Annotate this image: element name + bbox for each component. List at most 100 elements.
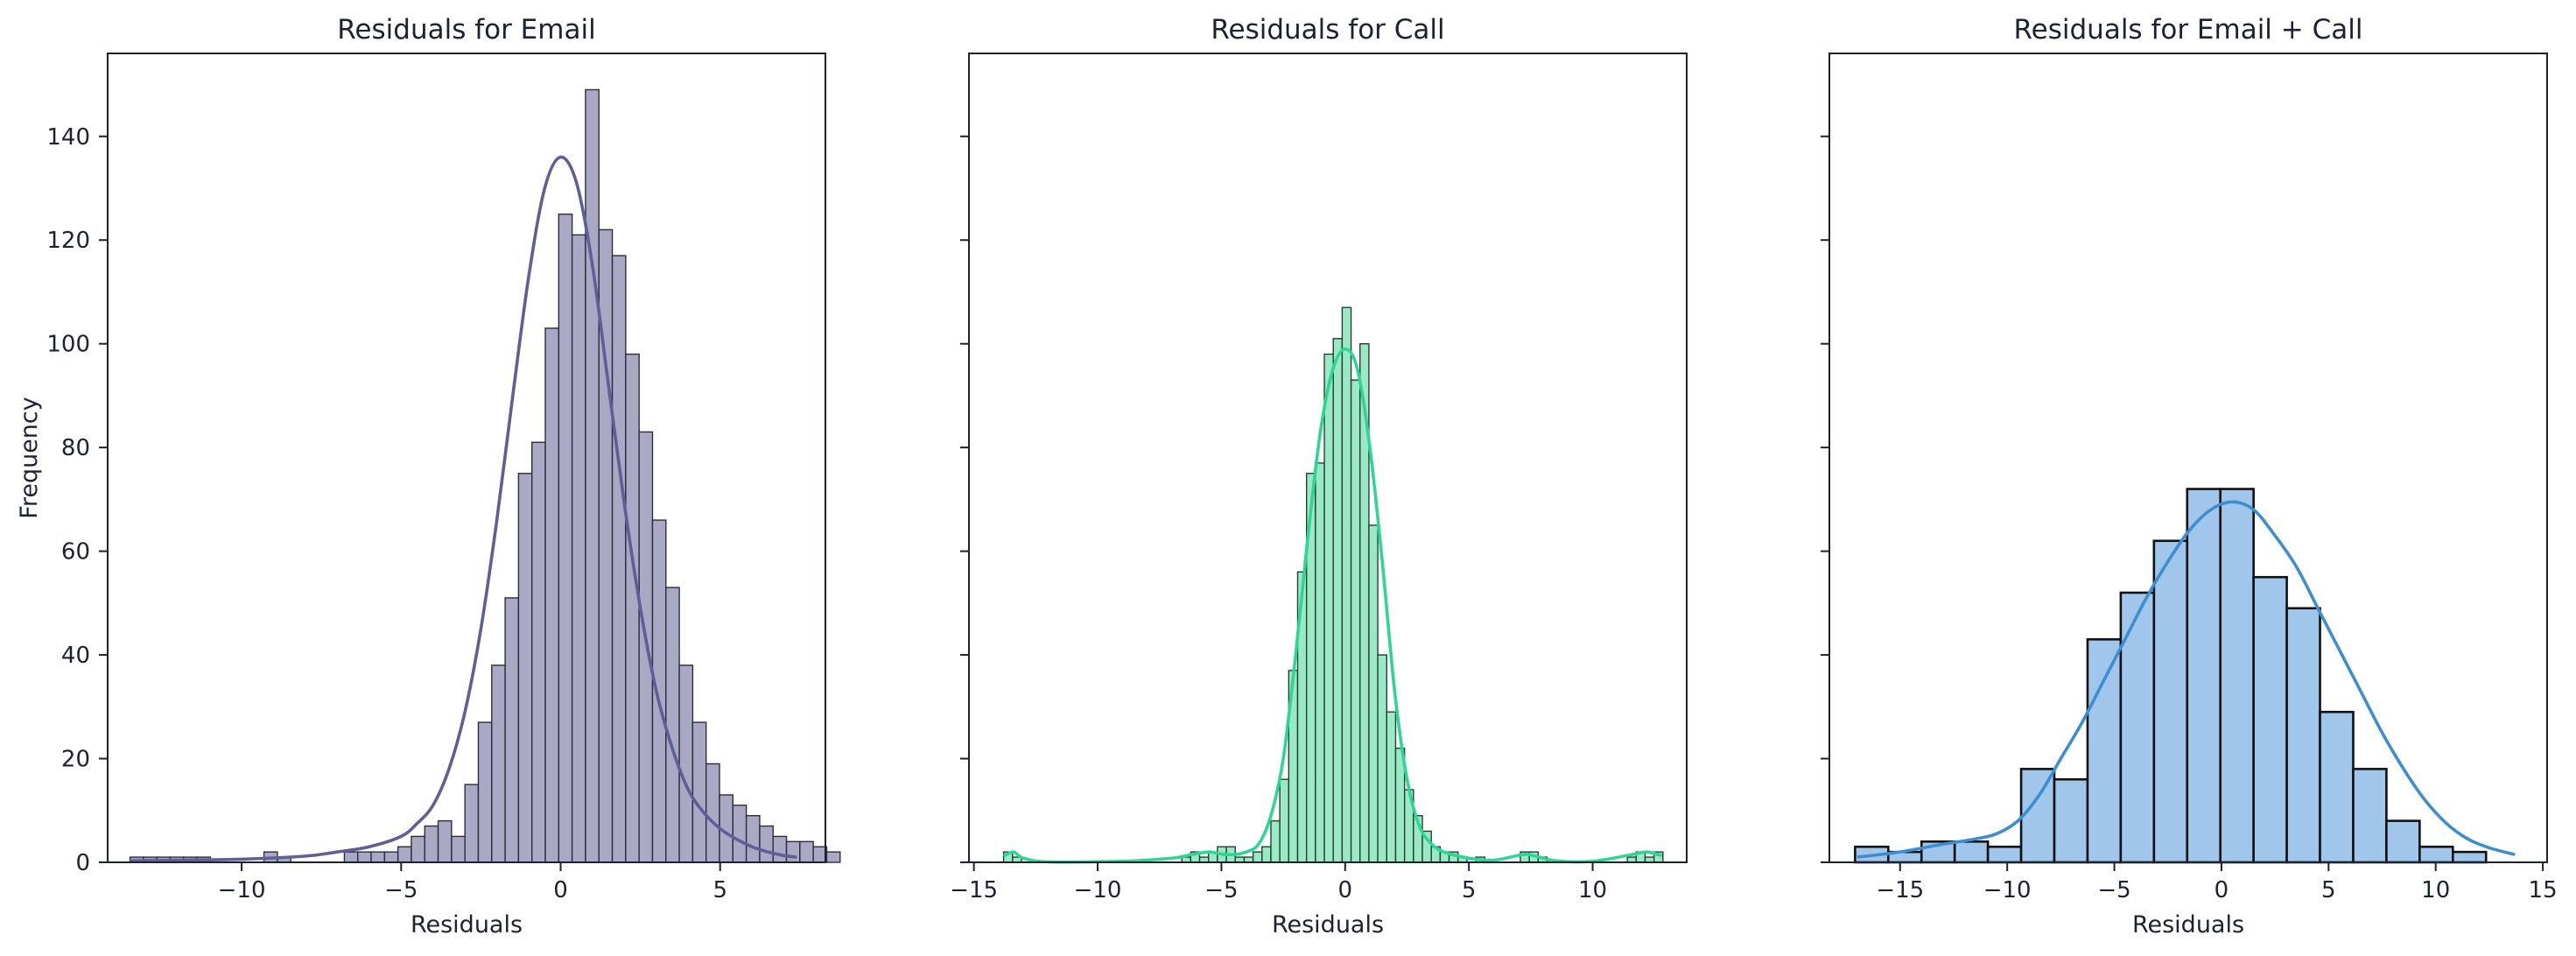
kde-curve <box>1857 500 2516 859</box>
histogram-bar <box>585 88 600 863</box>
x-axis-label: Residuals <box>1272 911 1384 938</box>
y-tick-label: 40 <box>61 643 90 669</box>
histogram-bar <box>343 851 359 863</box>
x-tick-label: 10 <box>2421 877 2450 903</box>
histogram-bar <box>759 825 774 863</box>
histogram-bar <box>625 353 640 863</box>
histogram-bar <box>437 819 453 863</box>
histogram-bar <box>2219 488 2255 864</box>
x-tick-label: 10 <box>1578 877 1607 903</box>
x-tick-label: −10 <box>1983 877 2032 903</box>
histogram-bar <box>2252 575 2288 864</box>
histogram-bar <box>825 851 841 863</box>
histogram-bar <box>517 473 533 863</box>
histogram-bar <box>2019 768 2056 864</box>
y-tick-label: 100 <box>46 332 90 358</box>
x-tick-label: −5 <box>2097 877 2130 903</box>
axes-frame <box>968 53 1688 863</box>
histogram-bar <box>531 441 546 863</box>
axes-frame <box>1828 53 2548 863</box>
histogram-bar <box>2152 539 2189 864</box>
histogram-bar <box>665 587 680 863</box>
histogram-bar <box>785 840 801 863</box>
kde-curve <box>130 155 797 863</box>
histogram-bar <box>504 597 520 863</box>
x-tick-label: 0 <box>553 877 568 903</box>
chart-title: Residuals for Email <box>337 14 595 46</box>
histogram-bar <box>611 255 627 863</box>
x-tick-label: 0 <box>2215 877 2229 903</box>
histogram-bar <box>2385 819 2421 864</box>
histogram-bar <box>2119 591 2156 864</box>
histogram-bar <box>357 851 372 863</box>
y-tick-label: 140 <box>46 124 90 151</box>
histogram-bar <box>411 835 425 863</box>
chart-title: Residuals for Call <box>1211 14 1444 46</box>
x-tick-label: −10 <box>1074 877 1122 903</box>
x-tick-label: −15 <box>950 877 998 903</box>
histogram-bar <box>2319 710 2355 864</box>
chart-panel-2: −15 −10 −5 0 5 10 Residuals for Call Residuals <box>950 14 1688 938</box>
histogram-bar <box>705 763 720 863</box>
x-tick-label: −5 <box>384 877 418 903</box>
x-tick-label: −15 <box>1876 877 1924 903</box>
histogram-bar <box>1252 851 1263 863</box>
chart-panel-1: −10 −5 0 5 0 20 40 60 80 100 120 140 Residuals for E… <box>16 14 841 938</box>
histogram-bar <box>1261 846 1272 863</box>
y-axis-label: Frequency <box>16 397 43 519</box>
histogram-bar <box>1986 845 2023 864</box>
histogram-bar <box>2451 850 2488 864</box>
histogram-bar <box>397 846 412 863</box>
histogram-bar <box>424 825 439 863</box>
histogram-bar <box>691 721 707 863</box>
y-tick-label: 20 <box>61 747 90 773</box>
chart-title: Residuals for Email + Call <box>2014 14 2363 46</box>
histogram-bar <box>2352 768 2388 864</box>
histogram-bar <box>799 840 814 863</box>
y-tick-label: 0 <box>75 850 90 876</box>
histogram-bar <box>544 327 560 863</box>
histogram-bar <box>1332 338 1344 863</box>
x-tick-label: −10 <box>218 877 266 903</box>
y-tick-label: 120 <box>46 228 90 254</box>
histogram-bar <box>745 814 761 863</box>
y-tick-label: 80 <box>61 435 90 461</box>
chart-panel-3: −15 −10 −5 0 5 10 15 Residuals for Email + Call… <box>1821 14 2558 938</box>
histogram-bar <box>1350 379 1361 863</box>
histogram-bar <box>678 664 694 863</box>
y-tick-label: 60 <box>61 539 90 566</box>
x-tick-label: 0 <box>1338 877 1353 903</box>
histogram-bar <box>370 851 386 863</box>
histogram-bar <box>571 234 586 863</box>
x-axis-label: Residuals <box>411 911 523 938</box>
histogram-bar <box>1323 353 1334 863</box>
histogram-bar <box>1341 306 1352 863</box>
x-tick-label: 15 <box>2529 877 2558 903</box>
histogram-bar <box>558 213 573 863</box>
histogram-bar <box>491 664 506 863</box>
histogram-bar <box>1315 462 1325 863</box>
histogram-bar <box>477 721 493 863</box>
histogram-bar <box>1953 840 1990 864</box>
histogram-bar <box>1270 819 1281 863</box>
x-tick-label: 5 <box>1462 877 1477 903</box>
histogram-bar <box>1368 524 1379 863</box>
histogram-bar <box>651 519 667 863</box>
x-tick-label: −5 <box>1204 877 1238 903</box>
histogram-bar <box>1386 711 1397 863</box>
histogram-bar <box>732 805 748 863</box>
histogram-bar <box>2053 777 2089 864</box>
histogram-bar <box>772 835 788 863</box>
histogram-bar <box>2418 845 2454 864</box>
histogram-bar <box>2285 607 2321 864</box>
histogram-bar <box>464 784 480 863</box>
histogram-bar <box>2186 488 2222 864</box>
histogram-bar <box>451 835 466 863</box>
axes-frame <box>107 53 826 863</box>
x-tick-label: 5 <box>712 877 727 903</box>
histogram-bar <box>1279 778 1290 863</box>
histogram-bar <box>1377 654 1387 863</box>
x-axis-label: Residuals <box>2132 911 2244 938</box>
x-tick-label: 5 <box>2321 877 2336 903</box>
